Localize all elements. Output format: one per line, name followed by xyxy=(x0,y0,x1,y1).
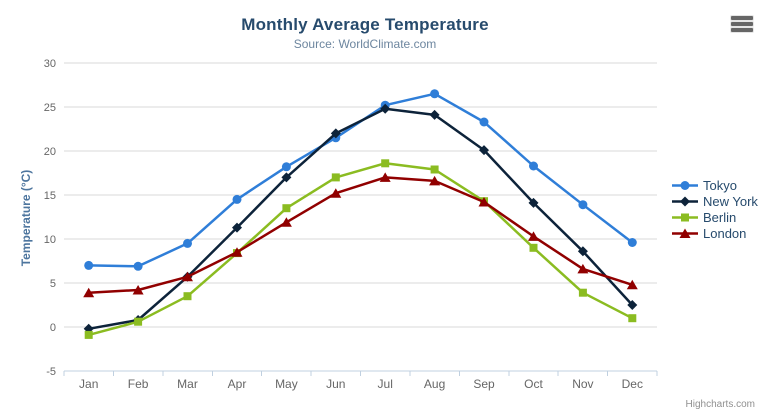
series-line-berlin[interactable] xyxy=(87,162,634,337)
x-axis-label: Feb xyxy=(128,377,149,391)
data-point-new-york-oct[interactable] xyxy=(528,197,539,208)
y-axis-tick-label: 20 xyxy=(44,146,56,158)
x-axis-label: Jun xyxy=(326,377,345,391)
data-point-tokyo-mar[interactable] xyxy=(183,238,192,248)
x-axis-label: Mar xyxy=(177,377,198,391)
legend-marker xyxy=(680,180,690,190)
x-axis-label: Aug xyxy=(424,377,445,391)
data-point-berlin-aug[interactable] xyxy=(430,165,439,174)
series-line-new-york[interactable] xyxy=(87,107,634,331)
y-axis-tick-label: 15 xyxy=(44,190,56,202)
x-axis-label: Jul xyxy=(378,377,393,391)
data-point-berlin-may[interactable] xyxy=(282,204,291,213)
data-point-london-aug[interactable] xyxy=(429,175,441,186)
legend-item-tokyo[interactable]: Tokyo xyxy=(672,177,758,193)
hamburger-bar xyxy=(731,28,753,32)
data-point-new-york-may[interactable] xyxy=(281,172,292,183)
x-axis-label: Sep xyxy=(473,377,495,391)
data-point-new-york-sep[interactable] xyxy=(479,145,489,156)
data-point-new-york-apr[interactable] xyxy=(232,222,242,233)
legend-item-new-york[interactable]: New York xyxy=(672,193,758,209)
new-york-legend-marker-icon xyxy=(672,196,698,206)
data-point-london-oct[interactable] xyxy=(528,231,539,241)
legend-marker xyxy=(680,196,690,206)
x-axis-label: Apr xyxy=(228,377,247,391)
data-point-tokyo-dec[interactable] xyxy=(627,238,637,247)
x-axis-label: Jan xyxy=(79,377,98,391)
data-point-berlin-jun[interactable] xyxy=(331,173,340,182)
tokyo-legend-marker-icon xyxy=(672,180,698,190)
y-axis-tick-label: 10 xyxy=(44,234,56,246)
london-legend-marker-icon xyxy=(672,228,698,238)
legend-label: London xyxy=(703,225,747,241)
legend-item-berlin[interactable]: Berlin xyxy=(672,209,758,225)
data-point-tokyo-nov[interactable] xyxy=(578,200,588,210)
data-point-berlin-dec[interactable] xyxy=(628,314,637,323)
data-point-tokyo-apr[interactable] xyxy=(232,194,242,204)
data-point-tokyo-jan[interactable] xyxy=(84,260,94,270)
y-axis-tick-label: -5 xyxy=(46,366,56,378)
data-point-tokyo-aug[interactable] xyxy=(430,89,440,99)
y-axis-title: Temperature (°C) xyxy=(19,170,33,267)
data-point-berlin-nov[interactable] xyxy=(578,288,587,297)
data-point-london-mar[interactable] xyxy=(182,271,193,282)
legend-label: Berlin xyxy=(703,209,737,225)
x-axis-label: Oct xyxy=(524,377,543,391)
y-axis-tick-label: 5 xyxy=(50,278,56,290)
data-point-london-jul[interactable] xyxy=(379,172,391,182)
data-point-tokyo-feb[interactable] xyxy=(133,261,143,271)
legend-label: New York xyxy=(703,193,758,209)
series-line-london[interactable] xyxy=(87,176,634,294)
legend-item-london[interactable]: London xyxy=(672,225,758,241)
data-point-london-jan[interactable] xyxy=(83,287,95,298)
data-point-new-york-jul[interactable] xyxy=(380,103,391,114)
data-point-tokyo-may[interactable] xyxy=(281,162,291,172)
chart-context-menu-icon[interactable] xyxy=(731,16,753,32)
y-axis-tick-label: 25 xyxy=(44,102,56,114)
x-axis-label: Nov xyxy=(572,377,593,391)
data-point-london-feb[interactable] xyxy=(132,285,144,295)
data-point-berlin-mar[interactable] xyxy=(183,292,192,301)
x-axis-label: Dec xyxy=(622,377,643,391)
x-axis-label: May xyxy=(275,377,298,391)
chart-subtitle: Source: WorldClimate.com xyxy=(293,37,437,51)
chart-title: Monthly Average Temperature xyxy=(241,15,489,34)
data-point-tokyo-sep[interactable] xyxy=(479,117,489,127)
credits-link[interactable]: Highcharts.com xyxy=(685,399,755,410)
data-point-berlin-jan[interactable] xyxy=(84,330,93,339)
series-line-tokyo[interactable] xyxy=(87,92,634,268)
data-point-new-york-aug[interactable] xyxy=(429,109,440,120)
berlin-legend-marker-icon xyxy=(672,213,698,221)
legend-marker xyxy=(681,213,689,221)
data-point-london-apr[interactable] xyxy=(231,247,243,257)
hamburger-bar xyxy=(731,16,753,20)
data-point-new-york-dec[interactable] xyxy=(627,300,638,310)
y-axis-tick-label: 30 xyxy=(44,58,56,70)
legend: Tokyo New York Berlin London xyxy=(672,177,758,241)
data-point-london-jun[interactable] xyxy=(330,188,342,198)
data-point-berlin-oct[interactable] xyxy=(529,243,538,252)
y-axis-tick-label: 0 xyxy=(50,322,56,334)
data-point-new-york-jun[interactable] xyxy=(330,128,341,139)
data-point-london-dec[interactable] xyxy=(626,279,638,290)
data-point-london-sep[interactable] xyxy=(478,197,490,207)
hamburger-bar xyxy=(731,22,753,26)
legend-label: Tokyo xyxy=(703,177,737,193)
data-point-tokyo-oct[interactable] xyxy=(529,161,538,171)
data-point-london-may[interactable] xyxy=(280,217,292,227)
data-point-london-nov[interactable] xyxy=(577,263,589,274)
data-point-berlin-feb[interactable] xyxy=(134,317,143,326)
data-point-berlin-jul[interactable] xyxy=(381,159,390,168)
legend-marker xyxy=(679,228,691,238)
data-point-new-york-nov[interactable] xyxy=(577,246,588,257)
